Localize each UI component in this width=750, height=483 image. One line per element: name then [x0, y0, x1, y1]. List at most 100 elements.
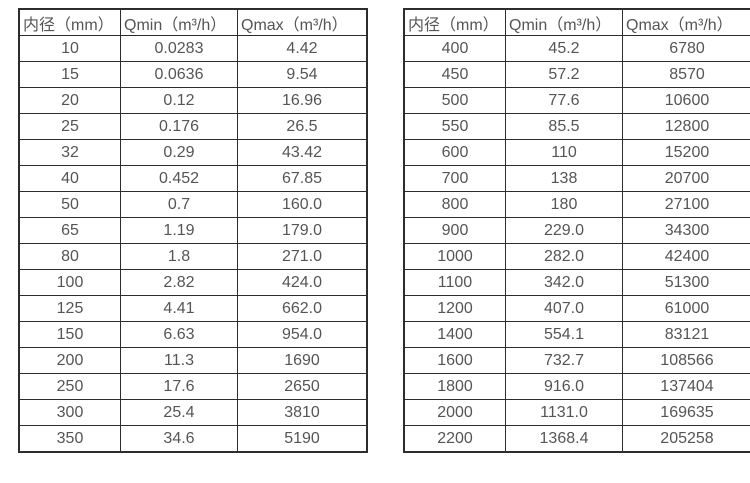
table-cell: 180	[505, 191, 623, 218]
table-cell: 16.96	[237, 87, 368, 114]
table-cell: 6780	[622, 35, 750, 62]
flow-table-small-diameters: 内径（mm） Qmin（m³/h） Qmax（m³/h） 10 0.0283 4.4…	[18, 8, 368, 453]
header-qmin: Qmin（m³/h）	[505, 8, 623, 36]
table-cell: 400	[403, 35, 506, 62]
table-row: 150 6.63 954.0	[18, 321, 368, 348]
table-cell: 25.4	[120, 399, 238, 426]
table-cell: 20	[18, 87, 121, 114]
table-row: 500 77.6 10600	[403, 87, 750, 114]
table-cell: 5190	[237, 425, 368, 453]
table-cell: 229.0	[505, 217, 623, 244]
table-cell: 1400	[403, 321, 506, 348]
table-row: 25 0.176 26.5	[18, 113, 368, 140]
table-cell: 3810	[237, 399, 368, 426]
table-cell: 138	[505, 165, 623, 192]
table-row: 40 0.452 67.85	[18, 165, 368, 192]
table-cell: 2650	[237, 373, 368, 400]
table-cell: 300	[18, 399, 121, 426]
table-cell: 10	[18, 35, 121, 62]
table-cell: 57.2	[505, 61, 623, 88]
table-cell: 110	[505, 139, 623, 166]
table-cell: 1800	[403, 373, 506, 400]
table-cell: 200	[18, 347, 121, 374]
table-cell: 8570	[622, 61, 750, 88]
header-inner-diameter: 内径（mm）	[403, 8, 506, 36]
table-cell: 179.0	[237, 217, 368, 244]
table-cell: 67.85	[237, 165, 368, 192]
table-cell: 350	[18, 425, 121, 453]
table-cell: 51300	[622, 269, 750, 296]
table-cell: 2.82	[120, 269, 238, 296]
table-row: 65 1.19 179.0	[18, 217, 368, 244]
table-cell: 32	[18, 139, 121, 166]
table-row: 1800 916.0 137404	[403, 373, 750, 400]
table-cell: 125	[18, 295, 121, 322]
table-header: 内径（mm） Qmin（m³/h） Qmax（m³/h）	[403, 8, 750, 36]
table-cell: 85.5	[505, 113, 623, 140]
table-cell: 1600	[403, 347, 506, 374]
table-cell: 1.8	[120, 243, 238, 270]
table-cell: 4.41	[120, 295, 238, 322]
table-row: 10 0.0283 4.42	[18, 35, 368, 62]
table-row: 1200 407.0 61000	[403, 295, 750, 322]
table-cell: 83121	[622, 321, 750, 348]
table-cell: 20700	[622, 165, 750, 192]
table-cell: 407.0	[505, 295, 623, 322]
table-row: 1100 342.0 51300	[403, 269, 750, 296]
table-row: 800 180 27100	[403, 191, 750, 218]
table-cell: 271.0	[237, 243, 368, 270]
table-cell: 27100	[622, 191, 750, 218]
table-row: 200 11.3 1690	[18, 347, 368, 374]
table-cell: 15	[18, 61, 121, 88]
table-cell: 9.54	[237, 61, 368, 88]
table-row: 350 34.6 5190	[18, 425, 368, 453]
table-cell: 662.0	[237, 295, 368, 322]
table-cell: 15200	[622, 139, 750, 166]
table-cell: 65	[18, 217, 121, 244]
table-row: 450 57.2 8570	[403, 61, 750, 88]
table-cell: 2200	[403, 425, 506, 453]
table-cell: 25	[18, 113, 121, 140]
table-cell: 2000	[403, 399, 506, 426]
table-cell: 0.29	[120, 139, 238, 166]
table-cell: 42400	[622, 243, 750, 270]
table-row: 1400 554.1 83121	[403, 321, 750, 348]
table-cell: 137404	[622, 373, 750, 400]
table-cell: 700	[403, 165, 506, 192]
table-cell: 732.7	[505, 347, 623, 374]
table-cell: 0.452	[120, 165, 238, 192]
table-header-row: 内径（mm） Qmin（m³/h） Qmax（m³/h）	[18, 8, 368, 36]
table-body: 10 0.0283 4.42 15 0.0636 9.54 20 0.12 16.96 25 0.1…	[18, 35, 368, 453]
table-cell: 43.42	[237, 139, 368, 166]
table-cell: 450	[403, 61, 506, 88]
table-cell: 6.63	[120, 321, 238, 348]
table-header: 内径（mm） Qmin（m³/h） Qmax（m³/h）	[18, 8, 368, 36]
table-row: 100 2.82 424.0	[18, 269, 368, 296]
table-row: 32 0.29 43.42	[18, 139, 368, 166]
table-cell: 550	[403, 113, 506, 140]
table-cell: 900	[403, 217, 506, 244]
table-cell: 26.5	[237, 113, 368, 140]
table-cell: 1200	[403, 295, 506, 322]
table-cell: 45.2	[505, 35, 623, 62]
table-header-row: 内径（mm） Qmin（m³/h） Qmax（m³/h）	[403, 8, 750, 36]
table-cell: 0.0636	[120, 61, 238, 88]
header-qmin: Qmin（m³/h）	[120, 8, 238, 36]
table-cell: 11.3	[120, 347, 238, 374]
table-row: 300 25.4 3810	[18, 399, 368, 426]
table-cell: 80	[18, 243, 121, 270]
table-cell: 1.19	[120, 217, 238, 244]
table-cell: 10600	[622, 87, 750, 114]
table-cell: 0.0283	[120, 35, 238, 62]
table-cell: 40	[18, 165, 121, 192]
table-cell: 282.0	[505, 243, 623, 270]
table-row: 2000 1131.0 169635	[403, 399, 750, 426]
table-row: 700 138 20700	[403, 165, 750, 192]
table-cell: 424.0	[237, 269, 368, 296]
header-qmax: Qmax（m³/h）	[237, 8, 368, 36]
table-cell: 160.0	[237, 191, 368, 218]
table-row: 400 45.2 6780	[403, 35, 750, 62]
table-cell: 800	[403, 191, 506, 218]
table-cell: 1000	[403, 243, 506, 270]
table-row: 125 4.41 662.0	[18, 295, 368, 322]
